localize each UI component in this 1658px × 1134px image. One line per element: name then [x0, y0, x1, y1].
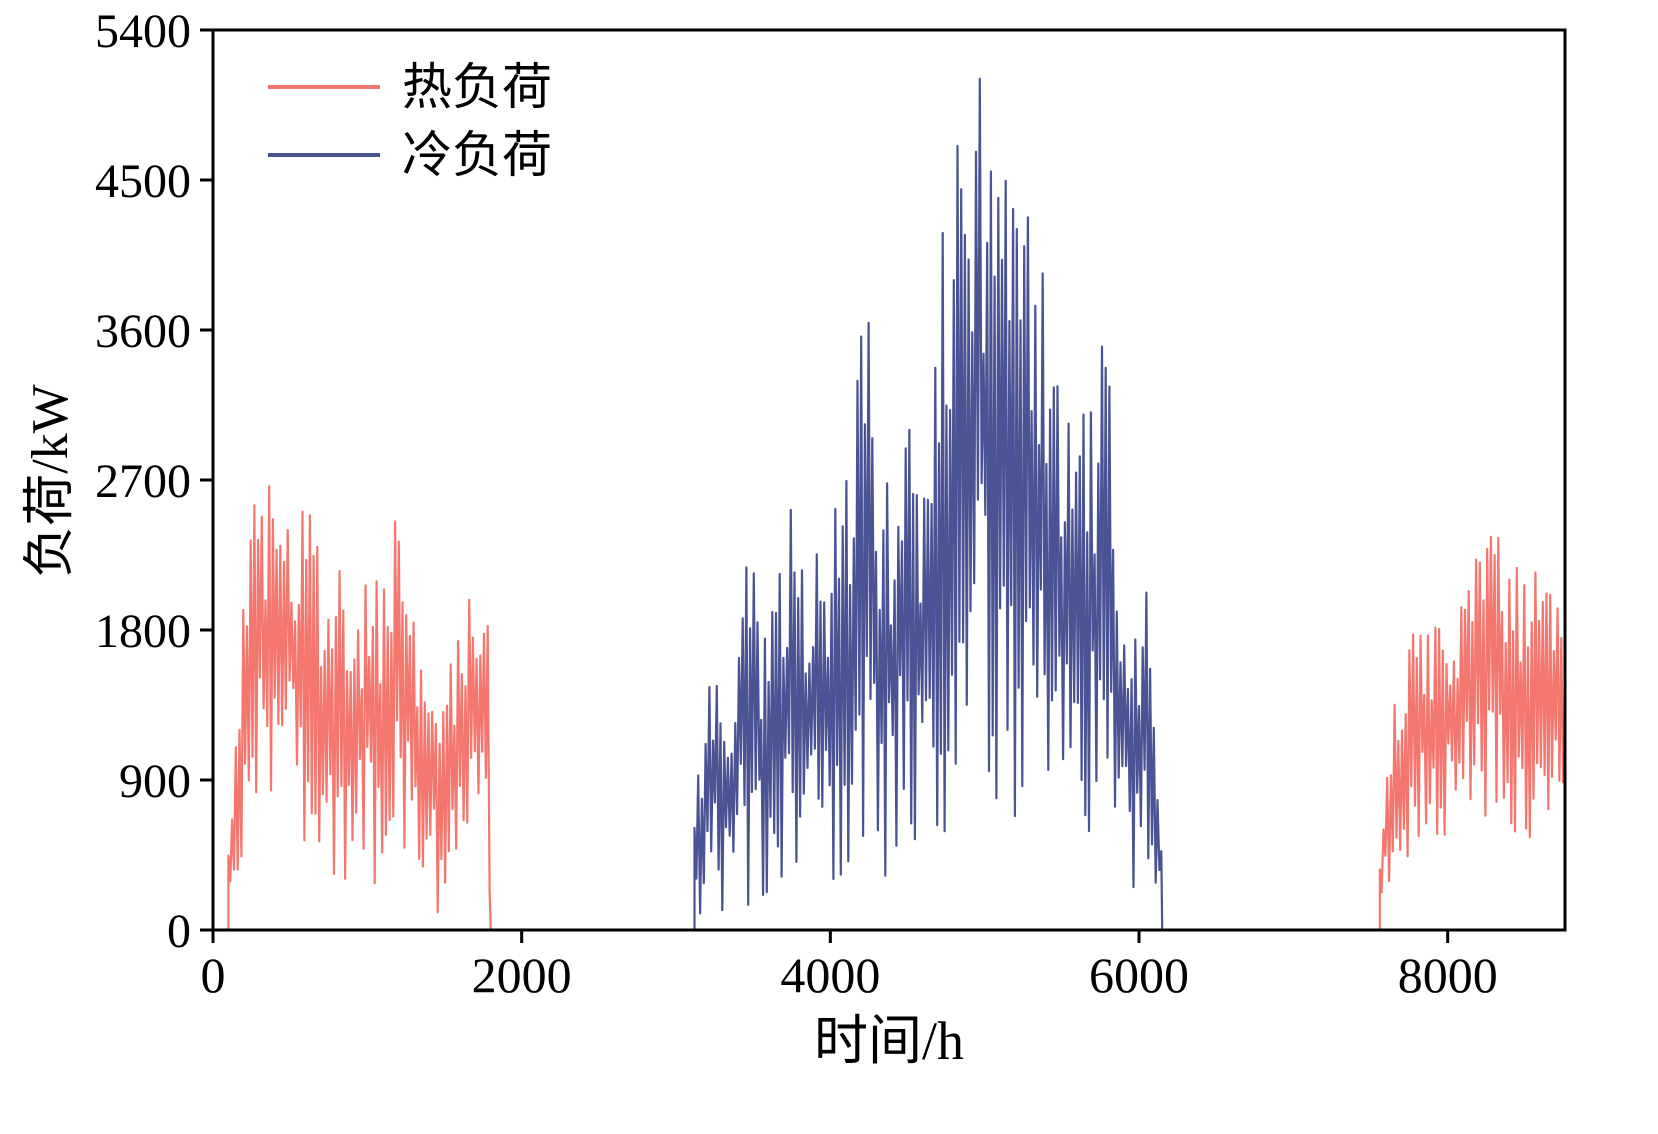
- legend-label-cool-load: 冷负荷: [402, 127, 552, 183]
- legend: 热负荷 冷负荷: [268, 58, 552, 184]
- cool-load-line-swatch: [268, 153, 380, 157]
- legend-item-cool-load: 冷负荷: [268, 126, 552, 184]
- x-tick-label: 8000: [1398, 947, 1498, 1003]
- y-tick-label: 0: [167, 905, 191, 958]
- legend-label-heat-load: 热负荷: [402, 59, 552, 115]
- legend-item-heat-load: 热负荷: [268, 58, 552, 116]
- y-tick-label: 5400: [95, 5, 191, 58]
- y-tick-label: 900: [119, 755, 191, 808]
- y-axis-label: 负荷/kW: [22, 384, 79, 578]
- series-line-热负荷: [213, 485, 1567, 932]
- y-tick-label: 2700: [95, 455, 191, 508]
- x-tick-label: 6000: [1089, 947, 1189, 1003]
- x-axis-label: 时间/h: [813, 1011, 964, 1071]
- y-tick-label: 3600: [95, 305, 191, 358]
- x-tick-label: 2000: [472, 947, 572, 1003]
- y-tick-label: 4500: [95, 155, 191, 208]
- x-tick-label: 0: [201, 947, 226, 1003]
- y-tick-label: 1800: [95, 605, 191, 658]
- series-line-冷负荷: [213, 77, 1565, 932]
- x-tick-label: 4000: [780, 947, 880, 1003]
- heat-load-line-swatch: [268, 85, 380, 89]
